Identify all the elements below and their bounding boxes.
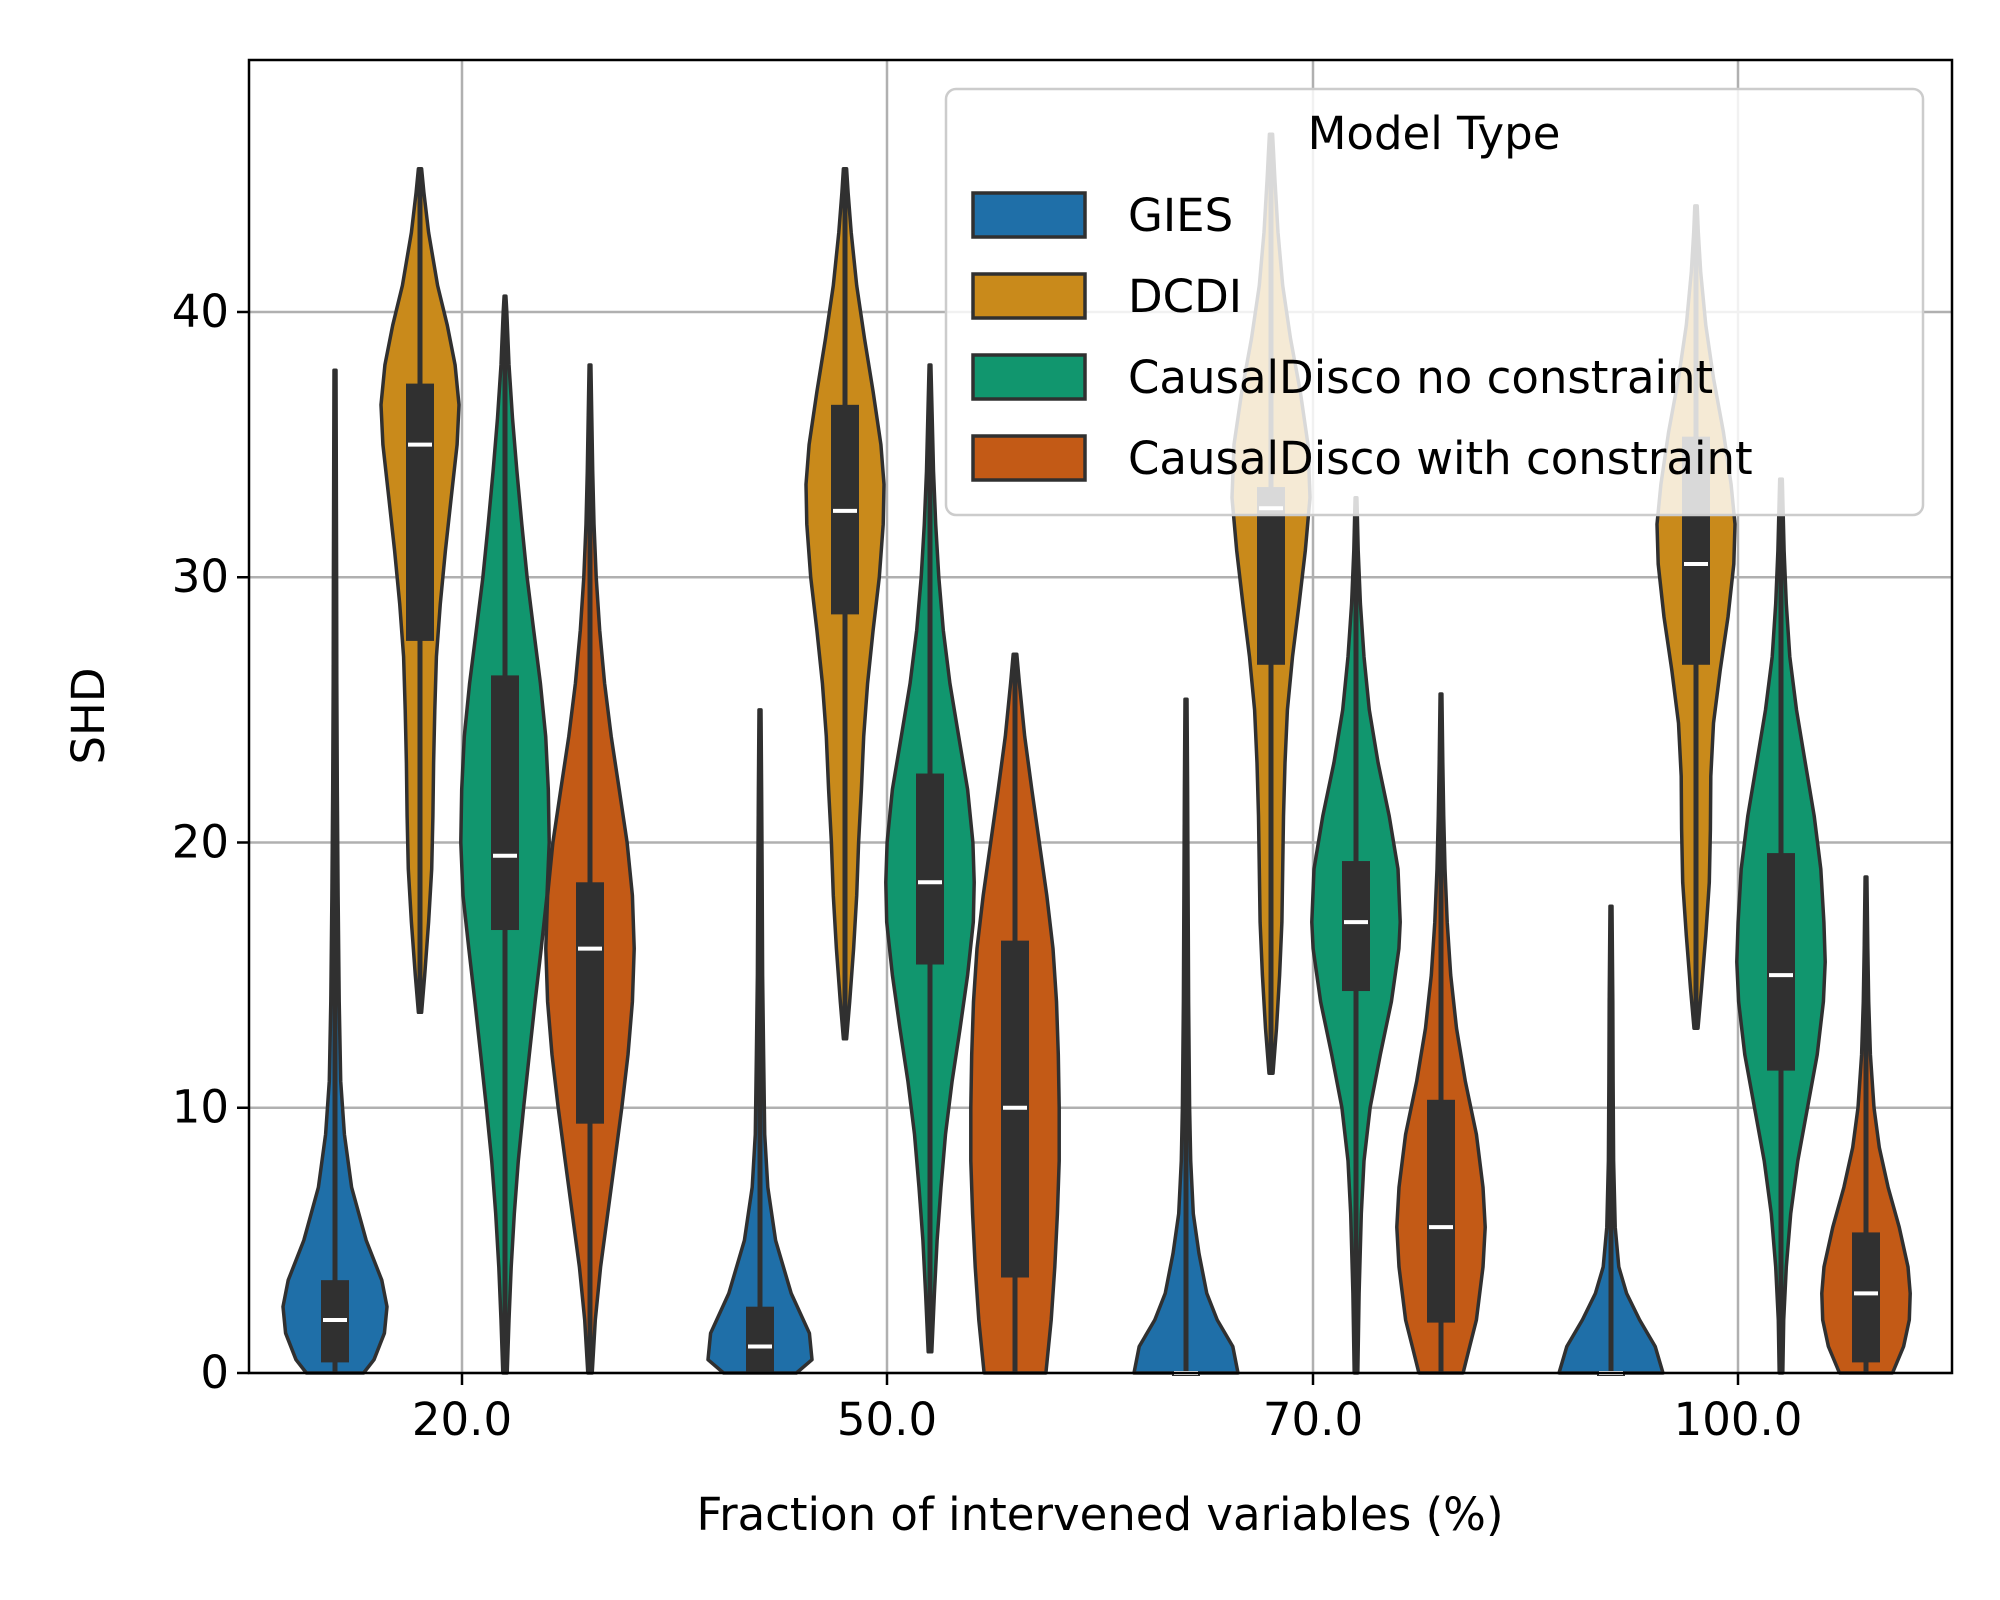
x-axis-label: Fraction of intervened variables (%) [696, 1488, 1503, 1541]
x-tick-label: 70.0 [1263, 1393, 1363, 1446]
plot-frame [247, 58, 1954, 1375]
legend: Model Type GIES DCDI CausalDisco no constr… [944, 87, 1925, 517]
violin [884, 363, 976, 1354]
legend-entries: GIES DCDI CausalDisco no constraint CausalD… [971, 189, 1753, 485]
legend-label: DCDI [1128, 270, 1242, 323]
series-gies [281, 368, 1665, 1376]
violin [1395, 692, 1487, 1375]
violin-iqr-box [1257, 487, 1285, 665]
violin [1310, 495, 1402, 1375]
legend-label: CausalDisco no constraint [1128, 351, 1713, 404]
violin [281, 368, 389, 1375]
violin [1820, 875, 1912, 1375]
violin-iqr-box [406, 383, 434, 641]
series-causaldisco-no-constraint [459, 294, 1827, 1375]
violin [544, 363, 636, 1375]
violin-iqr-box [491, 675, 519, 931]
violin [804, 167, 886, 1041]
y-tick-label: 0 [200, 1346, 229, 1399]
legend-swatch [971, 434, 1087, 482]
violin [459, 294, 551, 1375]
legend-swatch [971, 191, 1087, 239]
y-tick-label: 30 [172, 550, 229, 603]
x-tick-label: 20.0 [412, 1393, 512, 1446]
legend-entry: CausalDisco with constraint [971, 432, 1753, 485]
violin-iqr-box [1342, 861, 1370, 992]
legend-box [944, 87, 1925, 517]
legend-title: Model Type [1308, 107, 1561, 160]
violin-iqr-box [916, 773, 944, 965]
legend-entry: CausalDisco no constraint [971, 351, 1713, 404]
violin-iqr-box [576, 882, 604, 1124]
violin [1735, 477, 1827, 1375]
legend-label: CausalDisco with constraint [1128, 432, 1753, 485]
legend-swatch [971, 353, 1087, 401]
legend-swatch [971, 272, 1087, 320]
violin [706, 708, 814, 1375]
legend-entry: DCDI [971, 270, 1242, 323]
violin-iqr-box [1852, 1232, 1880, 1363]
violin [379, 167, 461, 1015]
y-tick-label: 20 [172, 815, 229, 868]
x-tick-label: 100.0 [1674, 1393, 1803, 1446]
violin-iqr-box [1427, 1099, 1455, 1323]
violin-iqr-box [746, 1306, 774, 1373]
y-tick-label: 10 [172, 1081, 229, 1134]
y-axis-label: SHD [62, 667, 115, 764]
violin [969, 652, 1061, 1375]
legend-label: GIES [1128, 189, 1233, 242]
x-tick-label: 50.0 [837, 1393, 937, 1446]
y-tick-label: 40 [172, 285, 229, 338]
series-causaldisco-with-constraint [544, 363, 1912, 1375]
axis-ticks: 0 10 20 30 40 20.0 50.0 70.0 100.0 [172, 285, 1803, 1446]
violin-iqr-box [1767, 853, 1795, 1071]
legend-entry: GIES [971, 189, 1233, 242]
